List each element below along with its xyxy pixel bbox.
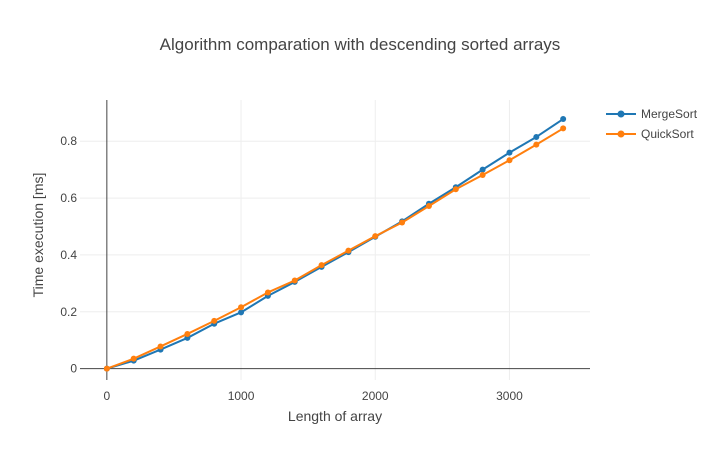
data-point-mergesort[interactable] [560, 116, 567, 123]
series-line-quicksort [106, 127, 564, 370]
data-point-quicksort[interactable] [264, 289, 271, 296]
data-point-quicksort[interactable] [425, 203, 432, 210]
legend-mergesort-marker [617, 110, 625, 118]
y-tick-label: 0.8 [60, 134, 77, 148]
axes-layer [80, 100, 590, 380]
legend-mergesort-label: MergeSort [641, 107, 698, 121]
series-line-mergesort [106, 118, 564, 370]
series-quicksort [103, 125, 567, 372]
legend-item-quicksort[interactable]: QuickSort [606, 127, 694, 141]
data-point-quicksort[interactable] [184, 330, 191, 337]
y-axis-title: Time execution [ms] [30, 173, 46, 298]
data-point-quicksort[interactable] [533, 141, 540, 148]
data-point-quicksort[interactable] [399, 219, 406, 226]
data-point-quicksort[interactable] [506, 157, 513, 164]
data-point-quicksort[interactable] [211, 317, 218, 324]
y-tick-label: 0.2 [60, 305, 77, 319]
chart-title: Algorithm comparation with descending so… [160, 35, 561, 54]
data-point-mergesort[interactable] [533, 133, 540, 140]
x-tick-label: 0 [103, 389, 110, 403]
legend-quicksort-marker [617, 130, 625, 138]
y-tick-label: 0.4 [60, 248, 77, 262]
ticks-layer: 0 1000 2000 3000 0 0.2 0.4 0.6 0.8 [60, 134, 523, 403]
data-point-quicksort[interactable] [479, 172, 486, 179]
grid-layer [80, 100, 590, 380]
data-point-quicksort[interactable] [345, 247, 352, 254]
y-tick-label: 0.6 [60, 191, 77, 205]
x-tick-label: 2000 [362, 389, 389, 403]
legend-item-mergesort[interactable]: MergeSort [606, 107, 698, 121]
series-mergesort [103, 116, 567, 372]
x-axis-title: Length of array [288, 408, 382, 424]
series-layer [103, 116, 567, 372]
data-point-quicksort[interactable] [318, 262, 325, 269]
data-point-quicksort[interactable] [291, 277, 298, 284]
data-point-mergesort[interactable] [506, 149, 513, 156]
data-point-quicksort[interactable] [130, 355, 137, 362]
data-point-quicksort[interactable] [372, 233, 379, 240]
legend[interactable]: MergeSort QuickSort [606, 107, 698, 141]
x-tick-label: 1000 [228, 389, 255, 403]
data-point-quicksort[interactable] [103, 365, 110, 372]
x-tick-label: 3000 [496, 389, 523, 403]
data-point-quicksort[interactable] [238, 304, 245, 311]
data-point-quicksort[interactable] [157, 343, 164, 350]
data-point-mergesort[interactable] [238, 309, 245, 316]
data-point-quicksort[interactable] [560, 125, 567, 132]
legend-quicksort-label: QuickSort [641, 127, 694, 141]
y-tick-label: 0 [70, 362, 77, 376]
data-point-quicksort[interactable] [452, 186, 459, 193]
data-point-mergesort[interactable] [479, 166, 486, 173]
